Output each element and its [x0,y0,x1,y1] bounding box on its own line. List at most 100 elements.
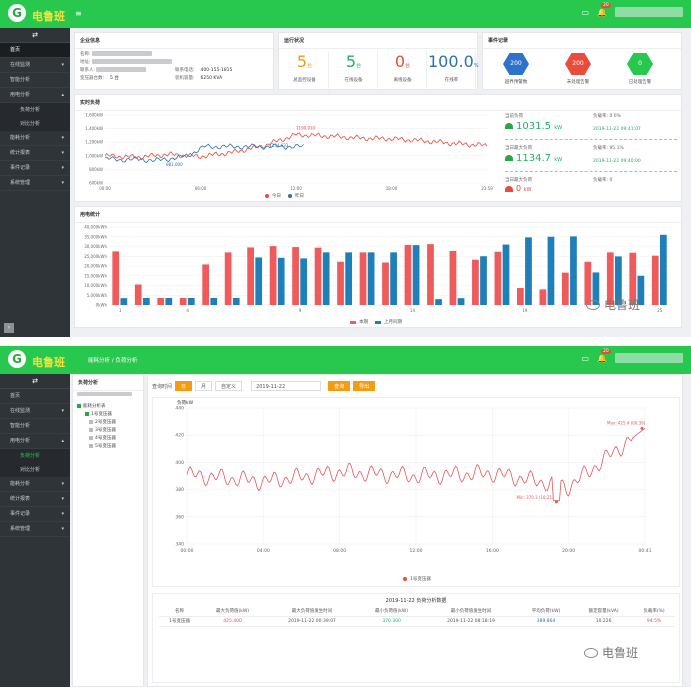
table-header: 负载率(%) [633,606,675,617]
x-tick-label: 14 [410,308,416,313]
sidebar-item-home[interactable]: 首页 [0,43,70,58]
tree-item[interactable]: 1号变压器 [77,411,132,419]
wechat-icon [584,647,598,658]
user-menu[interactable] [615,353,683,363]
y-tick-label: 40,000kWh [84,225,107,230]
y-tick-label: 0kWh [96,303,108,308]
y-tick-label: 15,000kWh [84,273,107,278]
sidebar-item-report[interactable]: 统计报表 ▾ [0,146,70,161]
table-row: 1号变压器 425.400 2019-11-22 00:39:07 370.300 20… [159,616,675,627]
running-stat-1: 5台 在线设备 [330,51,378,93]
sidebar-item-analysis[interactable]: 智能分析 [0,419,70,434]
y-tick-label: 1,200kW [85,140,103,145]
bar-1-6 [255,257,263,305]
sidebar-item-power[interactable]: 用电分析 ▴ [0,434,70,449]
bell-icon[interactable]: 🔔 20 [597,2,611,17]
bar-1-14 [435,299,442,305]
sidebar-item-energy[interactable]: 能耗分析 ▾ [0,131,70,146]
screen-icon[interactable]: ▭ [581,353,590,363]
x-tick-label: 12:00 [290,186,302,191]
tree-panel: 负荷分析 能耗分析表 1号变压器 2号变压器 3号变压器 4号变压器 5号变压器 [72,374,144,687]
bar-0-24 [651,255,659,305]
bell-icon[interactable]: 🔔 20 [597,348,611,363]
brand-name: 电鲁班 [32,10,65,23]
bar-1-15 [457,298,465,305]
sidebar: ⇄ 首页 在线监测 ▾ 智能分析 用电分析 ▴ 负荷分析 对比分析 能耗分析 ▾ 统计… [0,374,70,687]
export-button[interactable]: 导出 [353,381,376,391]
bar-0-13 [404,244,412,305]
bar-1-20 [570,236,577,305]
event-hex-0[interactable]: 200 [503,53,529,75]
bar-1-19 [547,236,555,305]
min-label: 881.000 [166,162,183,167]
table-cell: 2019-11-22 00:39:07 [265,616,359,627]
x-tick-label: 19 [522,308,528,313]
y-tick-label: 440 [175,406,184,412]
load-series-line [186,428,646,501]
sidebar-item-monitor[interactable]: 在线监测 ▾ [0,404,70,419]
event-hex-2[interactable]: 0 [627,53,653,75]
sidebar-toggle[interactable]: ⇄ [0,28,70,43]
collapse-icon[interactable]: › [4,323,14,333]
y-tick-label: 340 [175,542,184,548]
bar-1-16 [480,256,487,305]
bar-1-8 [300,258,308,305]
bar-0-19 [539,289,547,305]
date-input[interactable]: 2019-11-22 [251,381,322,391]
table-cell: 389.864 [517,616,575,627]
sidebar-item-analysis[interactable]: 智能分析 [0,73,70,88]
custom-button[interactable]: 自定义 [215,381,243,391]
bar-0-1 [134,284,142,305]
table-header: 名称 [159,606,201,617]
bar-1-21 [592,272,600,305]
sidebar-item-home[interactable]: 首页 [0,389,70,404]
running-card: 运行状况 5台 总监控设备 5台 在线设备 0台 离线设备 100.0% 在线率 [278,32,479,93]
running-stat-0: 5台 总监控设备 [281,51,329,93]
sidebar-sub-load[interactable]: 负荷分析 [0,103,70,117]
y-tick-label: 10,000kWh [84,283,107,288]
bar-0-22 [606,252,614,305]
sidebar-sub-compare[interactable]: 对比分析 [0,463,70,477]
tree-root[interactable]: 能耗分析表 [83,404,106,409]
x-tick-label: 18:00 [386,186,398,191]
table-header: 最大负荷值发生时间 [265,606,359,617]
gauge-icon [505,123,513,129]
event-hex-1[interactable]: 200 [565,53,591,75]
x-tick-label: 00:41 [639,548,652,554]
logo-icon: G [8,350,26,368]
y-tick-label: 30,000kWh [84,244,107,249]
bar-1-10 [345,252,353,305]
y-tick-label: 420 [175,433,184,439]
tree-item[interactable]: 5号变压器 [77,443,132,451]
sidebar-item-power[interactable]: 用电分析 ▴ [0,88,70,103]
bar-1-7 [277,257,285,305]
sidebar-item-energy[interactable]: 能耗分析 ▾ [0,477,70,492]
sidebar-item-monitor[interactable]: 在线监测 ▾ [0,58,70,73]
bar-0-3 [179,297,187,305]
sidebar-item-system[interactable]: 系统管理 ▾ [0,176,70,191]
sidebar-item-event[interactable]: 事件记录 ▾ [0,507,70,522]
sidebar-sub-compare[interactable]: 对比分析 [0,117,70,131]
sidebar-sub-load[interactable]: 负荷分析 [0,449,70,463]
wechat-icon [586,299,600,310]
sidebar-item-report[interactable]: 统计报表 ▾ [0,492,70,507]
query-button[interactable]: 查询 [328,381,351,391]
today-max-load: 当日最大负荷 负载率: 95.1% 1134.7 kW 2019-11-22 0… [505,146,641,164]
tree-item[interactable]: 2号变压器 [77,419,132,427]
company-card: 企业信息 名称: 地址: 联系人: 变压器台数: 5 台 联系电话: 400-155… [74,32,274,90]
user-menu[interactable] [615,7,683,17]
table-header: 额定容量(kVA) [574,606,634,617]
screen-icon[interactable]: ▭ [581,7,590,17]
sidebar-item-event[interactable]: 事件记录 ▾ [0,161,70,176]
tree-item[interactable]: 3号变压器 [77,427,132,435]
sidebar-toggle[interactable]: ⇄ [0,374,70,389]
sidebar-item-system[interactable]: 系统管理 ▾ [0,522,70,537]
x-tick-label: 06:00 [195,186,207,191]
table-header: 最小负荷值发生时间 [424,606,518,617]
day-button[interactable]: 日 [175,381,193,391]
max-label: 1190.010 [296,125,316,130]
menu-toggle-icon[interactable]: ≡ [75,9,82,18]
month-button[interactable]: 月 [195,381,213,391]
y-tick-label: 1,400kW [85,126,103,131]
tree-item[interactable]: 4号变压器 [77,435,132,443]
